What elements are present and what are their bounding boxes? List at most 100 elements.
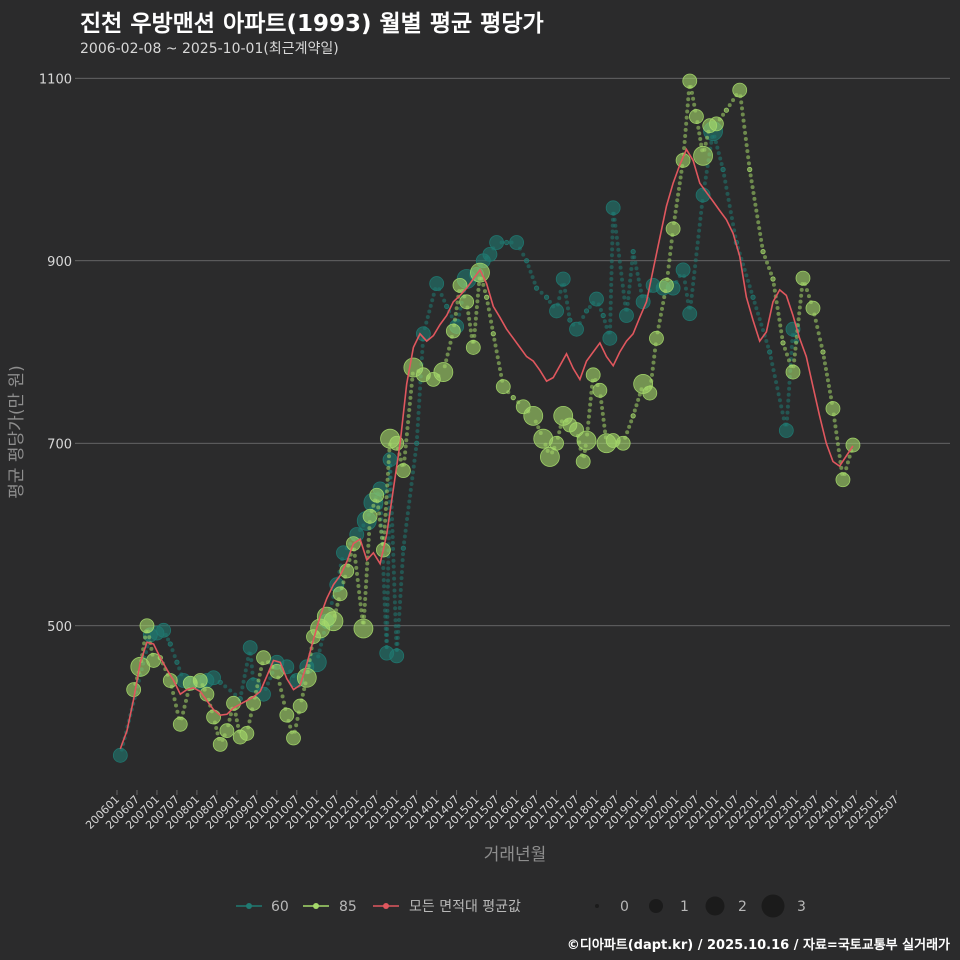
series-60-connector-dot <box>317 648 322 653</box>
series-60-connector-dot <box>424 320 429 325</box>
series-85-connector-dot <box>489 319 494 324</box>
series-85-connector-dot <box>778 323 783 328</box>
series-60-connector-dot <box>698 216 703 221</box>
series-60-connector-dot <box>239 691 244 696</box>
series-60-connector-dot <box>398 588 403 593</box>
series-85-connector-dot <box>754 208 759 213</box>
series-85-connector-dot <box>585 426 590 431</box>
series-85-point <box>490 331 496 337</box>
series-60-connector-dot <box>249 664 254 669</box>
series-85-connector-dot <box>683 133 688 138</box>
series-60-connector-dot <box>685 299 690 304</box>
series-85-connector-dot <box>818 337 823 342</box>
series-60-connector-dot <box>781 416 786 421</box>
series-85-connector-dot <box>306 664 311 669</box>
series-60-connector-dot <box>774 380 779 385</box>
series-60-connector-dot <box>458 306 463 311</box>
series-85-connector-dot <box>494 349 499 354</box>
series-85-connector-dot <box>387 454 392 459</box>
series-85-connector-dot <box>335 602 340 607</box>
series-85-connector-dot <box>721 112 726 117</box>
series-85-point <box>172 716 188 732</box>
series-85-connector-dot <box>776 311 781 316</box>
series-60-connector-dot <box>408 487 413 492</box>
series-60-connector-dot <box>530 275 535 280</box>
series-85-connector-dot <box>445 352 450 357</box>
series-60-point <box>682 306 698 322</box>
series-60-connector-dot <box>393 624 398 629</box>
series-85-point <box>292 698 308 714</box>
series-60-connector-dot <box>564 294 569 299</box>
series-85-connector-dot <box>784 352 789 357</box>
series-85-connector-dot <box>836 448 841 453</box>
series-85-connector-dot <box>385 477 390 482</box>
series-85-point <box>576 430 597 451</box>
series-85-connector-dot <box>362 614 367 619</box>
series-60-connector-dot <box>608 312 613 317</box>
series-60-connector-dot <box>401 552 406 557</box>
series-60-connector-dot <box>620 277 625 282</box>
y-tick-label: 700 <box>47 437 72 452</box>
series-85-connector-dot <box>656 324 661 329</box>
series-60-connector-dot <box>400 558 405 563</box>
series-85-point <box>139 618 155 634</box>
series-85-point <box>256 650 271 666</box>
series-60-connector-dot <box>399 582 404 587</box>
series-85-point <box>126 682 142 698</box>
series-60-connector-dot <box>563 288 568 293</box>
series-60-point <box>429 276 445 291</box>
series-60-connector-dot <box>268 676 273 681</box>
series-60-connector-dot <box>411 464 416 469</box>
series-60-connector-dot <box>415 429 420 434</box>
series-60-connector-dot <box>789 345 794 350</box>
series-60-connector-dot <box>629 267 634 272</box>
series-85-point <box>465 340 481 355</box>
series-85-point <box>459 294 475 310</box>
series-85-connector-dot <box>796 317 801 322</box>
series-60-connector-dot <box>389 487 394 492</box>
series-85-connector-dot <box>741 118 746 123</box>
series-85-connector-dot <box>792 352 797 357</box>
series-60-connector-dot <box>617 253 622 258</box>
series-85-connector-dot <box>365 561 370 566</box>
series-85-connector-dot <box>402 456 407 461</box>
series-85-connector-dot <box>454 306 459 311</box>
series-85-connector-dot <box>407 407 412 412</box>
series-60-point <box>767 349 773 355</box>
series-60-connector-dot <box>609 265 614 270</box>
series-85-point <box>785 364 801 380</box>
series-85-point <box>615 435 631 451</box>
series-85-connector-dot <box>757 226 762 231</box>
series-85-point <box>732 82 748 98</box>
series-60-connector-dot <box>457 312 462 317</box>
series-60-connector-dot <box>385 596 390 601</box>
series-60-connector-dot <box>265 681 270 686</box>
series-85-connector-dot <box>586 414 591 419</box>
series-60-point <box>605 200 621 216</box>
series-85-connector-dot <box>497 367 502 372</box>
series-85-connector-dot <box>473 322 478 327</box>
series-60-point <box>217 679 223 685</box>
series-60-connector-dot <box>382 590 387 595</box>
series-85-connector-dot <box>447 346 452 351</box>
series-85-connector-dot <box>288 724 293 729</box>
series-85-point <box>592 382 608 398</box>
series-85-connector-dot <box>845 460 850 465</box>
series-60-point <box>400 545 406 551</box>
legend: 60 85 모든 면적대 평균값 0 1 2 <box>236 894 806 918</box>
series-60-connector-dot <box>691 282 696 287</box>
series-60-connector-dot <box>716 151 721 156</box>
series-60-connector-dot <box>772 374 777 379</box>
series-60-connector-dot <box>557 296 562 301</box>
series-60-connector-dot <box>416 410 421 415</box>
series-60-point <box>543 294 550 300</box>
series-60-connector-dot <box>697 228 702 233</box>
series-85-point <box>630 413 636 419</box>
series-60-connector-dot <box>526 264 531 269</box>
series-85-connector-dot <box>482 289 487 294</box>
series-60-connector-dot <box>749 289 754 294</box>
series-60-connector-dot <box>428 303 433 308</box>
series-60-connector-dot <box>398 600 403 605</box>
x-axis-ticks: 2006012006072007012007072008012008072009… <box>83 790 901 832</box>
series-85-connector-dot <box>357 590 362 595</box>
